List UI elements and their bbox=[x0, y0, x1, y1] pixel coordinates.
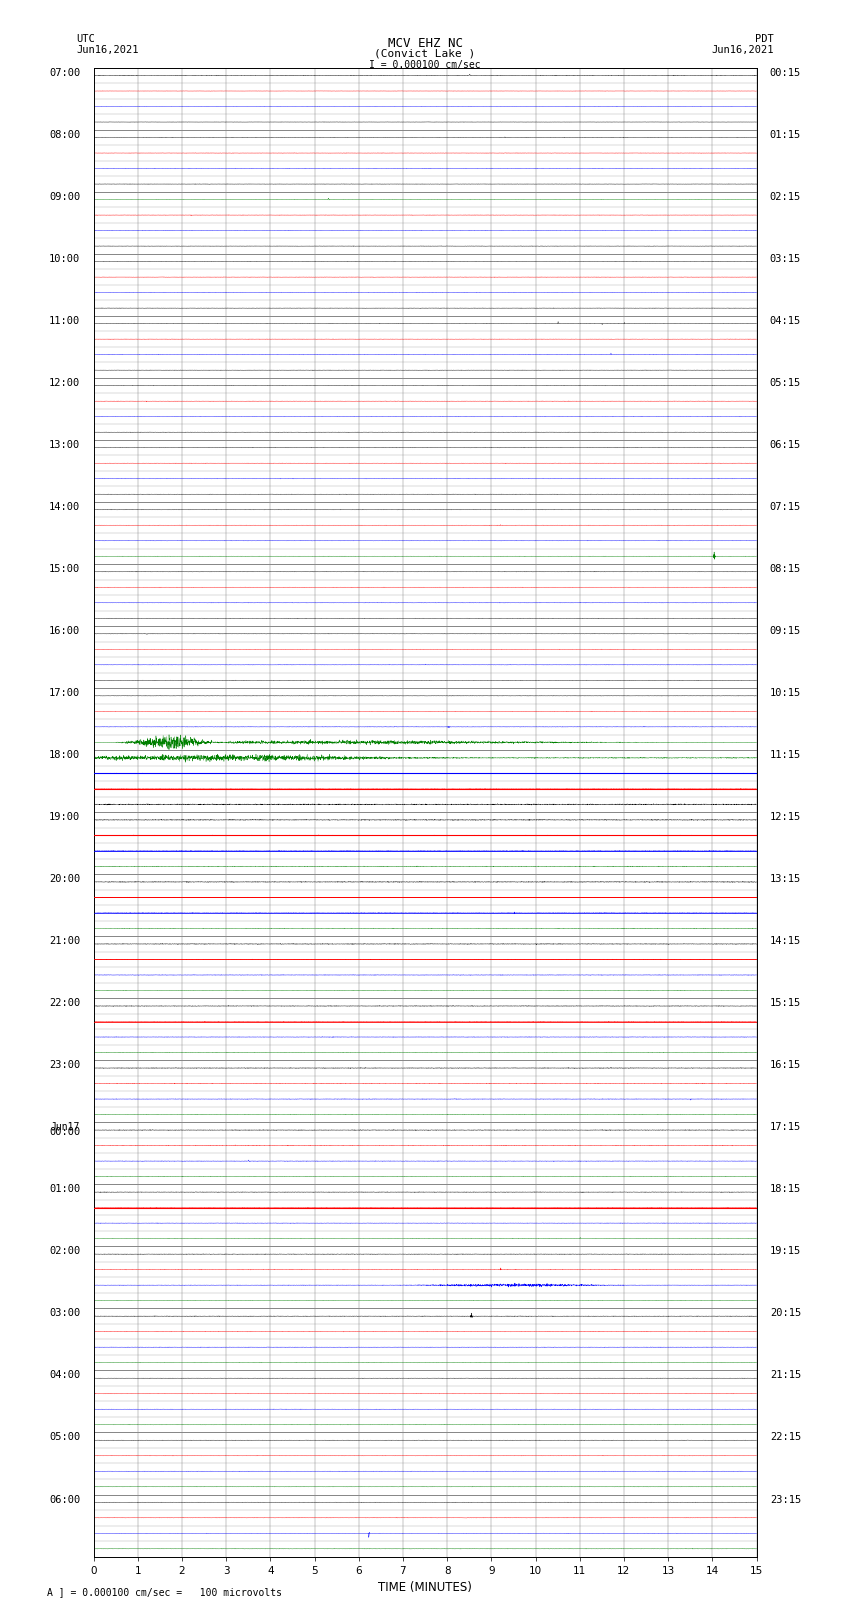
Text: (Convict Lake ): (Convict Lake ) bbox=[374, 48, 476, 58]
Text: PDT: PDT bbox=[755, 34, 774, 44]
Text: 12:00: 12:00 bbox=[49, 377, 80, 387]
Text: 07:15: 07:15 bbox=[770, 502, 801, 511]
Text: 06:00: 06:00 bbox=[49, 1495, 80, 1505]
Text: Jun16,2021: Jun16,2021 bbox=[711, 45, 774, 55]
Text: 16:00: 16:00 bbox=[49, 626, 80, 636]
Text: 11:15: 11:15 bbox=[770, 750, 801, 760]
Text: 15:15: 15:15 bbox=[770, 998, 801, 1008]
Text: 00:15: 00:15 bbox=[770, 68, 801, 77]
Text: 10:00: 10:00 bbox=[49, 253, 80, 265]
Text: 08:15: 08:15 bbox=[770, 565, 801, 574]
Text: 01:00: 01:00 bbox=[49, 1184, 80, 1194]
Text: 09:00: 09:00 bbox=[49, 192, 80, 202]
Text: 21:15: 21:15 bbox=[770, 1371, 801, 1381]
Text: 13:00: 13:00 bbox=[49, 440, 80, 450]
Text: 18:15: 18:15 bbox=[770, 1184, 801, 1194]
Text: 16:15: 16:15 bbox=[770, 1060, 801, 1071]
Text: UTC: UTC bbox=[76, 34, 95, 44]
Text: 09:15: 09:15 bbox=[770, 626, 801, 636]
Text: 04:15: 04:15 bbox=[770, 316, 801, 326]
Text: 12:15: 12:15 bbox=[770, 813, 801, 823]
Text: 17:15: 17:15 bbox=[770, 1123, 801, 1132]
Text: 15:00: 15:00 bbox=[49, 565, 80, 574]
Text: 06:15: 06:15 bbox=[770, 440, 801, 450]
Text: Jun16,2021: Jun16,2021 bbox=[76, 45, 139, 55]
Text: 07:00: 07:00 bbox=[49, 68, 80, 77]
Text: Jun17: Jun17 bbox=[51, 1123, 80, 1132]
Text: 18:00: 18:00 bbox=[49, 750, 80, 760]
Text: 14:15: 14:15 bbox=[770, 936, 801, 947]
Text: 02:15: 02:15 bbox=[770, 192, 801, 202]
Text: 19:00: 19:00 bbox=[49, 813, 80, 823]
Text: 03:00: 03:00 bbox=[49, 1308, 80, 1318]
Text: 05:15: 05:15 bbox=[770, 377, 801, 387]
Text: 23:15: 23:15 bbox=[770, 1495, 801, 1505]
Text: 01:15: 01:15 bbox=[770, 129, 801, 140]
Text: I = 0.000100 cm/sec: I = 0.000100 cm/sec bbox=[369, 60, 481, 69]
Text: 17:00: 17:00 bbox=[49, 689, 80, 698]
Text: MCV EHZ NC: MCV EHZ NC bbox=[388, 37, 462, 50]
Text: 19:15: 19:15 bbox=[770, 1247, 801, 1257]
Text: 22:00: 22:00 bbox=[49, 998, 80, 1008]
Text: 13:15: 13:15 bbox=[770, 874, 801, 884]
X-axis label: TIME (MINUTES): TIME (MINUTES) bbox=[378, 1581, 472, 1594]
Text: 20:15: 20:15 bbox=[770, 1308, 801, 1318]
Text: 00:00: 00:00 bbox=[49, 1127, 80, 1137]
Text: A ] = 0.000100 cm/sec =   100 microvolts: A ] = 0.000100 cm/sec = 100 microvolts bbox=[47, 1587, 281, 1597]
Text: 03:15: 03:15 bbox=[770, 253, 801, 265]
Text: 10:15: 10:15 bbox=[770, 689, 801, 698]
Text: 04:00: 04:00 bbox=[49, 1371, 80, 1381]
Text: 02:00: 02:00 bbox=[49, 1247, 80, 1257]
Text: 05:00: 05:00 bbox=[49, 1432, 80, 1442]
Text: 21:00: 21:00 bbox=[49, 936, 80, 947]
Text: 23:00: 23:00 bbox=[49, 1060, 80, 1071]
Text: 11:00: 11:00 bbox=[49, 316, 80, 326]
Text: 20:00: 20:00 bbox=[49, 874, 80, 884]
Text: 14:00: 14:00 bbox=[49, 502, 80, 511]
Text: 08:00: 08:00 bbox=[49, 129, 80, 140]
Text: 22:15: 22:15 bbox=[770, 1432, 801, 1442]
